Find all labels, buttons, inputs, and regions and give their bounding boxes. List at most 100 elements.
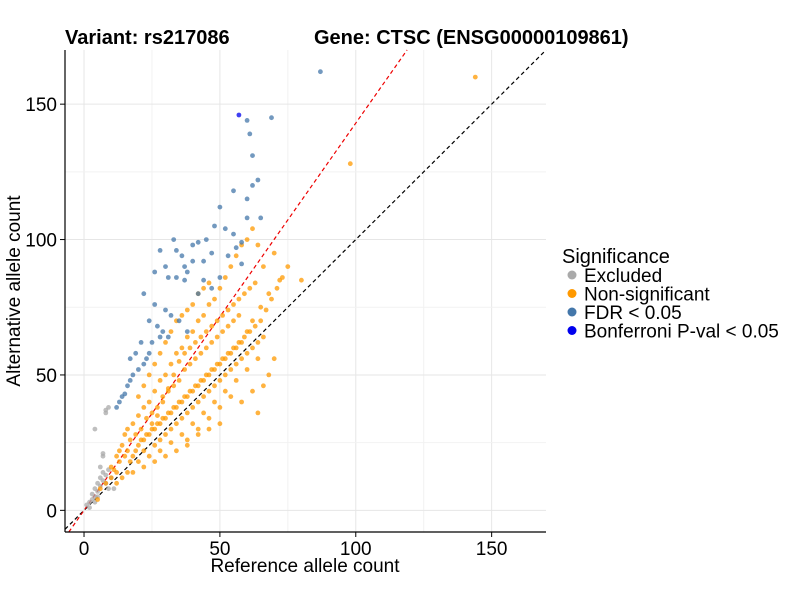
data-point	[198, 334, 204, 340]
data-point	[165, 275, 171, 280]
data-point	[217, 285, 223, 291]
data-point	[144, 432, 149, 437]
data-point	[146, 318, 152, 324]
data-point	[168, 313, 174, 318]
legend-key	[567, 270, 577, 280]
data-point	[127, 356, 133, 362]
data-point	[242, 334, 247, 340]
legend-label: Excluded	[584, 266, 662, 287]
data-point	[206, 426, 212, 432]
data-point	[127, 437, 133, 443]
data-point	[92, 426, 98, 432]
data-point	[155, 323, 160, 329]
data-point	[263, 307, 269, 313]
legend-label: FDR < 0.05	[584, 303, 682, 324]
x-tick-label: 0	[79, 539, 90, 560]
data-point	[157, 378, 163, 383]
data-point	[87, 505, 92, 510]
data-point	[168, 440, 174, 445]
data-point	[220, 356, 226, 362]
data-point	[206, 280, 212, 286]
data-point	[184, 307, 190, 313]
data-point	[252, 323, 258, 329]
data-point	[217, 421, 223, 427]
data-point	[225, 253, 231, 259]
data-point	[184, 329, 190, 334]
data-point	[165, 334, 171, 340]
data-point	[149, 340, 155, 345]
data-point	[269, 115, 274, 121]
data-point	[146, 372, 152, 378]
data-point	[176, 318, 182, 324]
data-point	[146, 399, 152, 405]
data-point	[141, 405, 147, 410]
data-point	[179, 253, 185, 259]
legend-key	[567, 289, 577, 298]
data-point	[117, 459, 122, 464]
data-point	[155, 405, 160, 410]
reference-line-fitted-ratio	[68, 49, 408, 533]
data-point	[217, 204, 223, 210]
data-point	[152, 269, 158, 275]
data-point	[244, 350, 250, 356]
data-point	[138, 437, 144, 443]
data-point	[149, 410, 155, 416]
data-point	[146, 453, 152, 459]
data-point	[250, 388, 255, 394]
x-axis-title: Reference allele count	[210, 556, 400, 577]
data-point	[141, 383, 147, 389]
data-point	[203, 345, 209, 351]
data-point	[231, 231, 236, 237]
data-point	[171, 237, 177, 243]
series-bonferroni-p-val-0-05	[236, 112, 242, 118]
data-point	[133, 350, 139, 356]
data-point	[163, 307, 168, 313]
data-point	[214, 361, 220, 367]
data-point	[255, 340, 261, 345]
data-point	[187, 345, 193, 351]
data-point	[117, 448, 122, 454]
data-point	[212, 223, 217, 229]
data-point	[130, 470, 136, 475]
data-point	[144, 415, 149, 421]
data-point	[160, 415, 166, 421]
data-point	[271, 356, 277, 362]
data-point	[472, 74, 478, 80]
data-point	[160, 329, 166, 334]
data-point	[247, 131, 253, 137]
data-point	[187, 388, 193, 394]
data-point	[206, 388, 212, 394]
data-point	[195, 432, 201, 437]
data-point	[261, 264, 266, 269]
data-point	[242, 291, 247, 297]
legend-key	[567, 326, 577, 335]
data-point	[152, 361, 158, 367]
data-point	[163, 264, 168, 269]
legend-label: Non-significant	[584, 285, 710, 306]
data-point	[141, 448, 147, 454]
data-point	[114, 453, 119, 459]
data-point	[130, 372, 136, 378]
x-tick-label: 150	[476, 539, 508, 560]
data-point	[103, 480, 109, 486]
data-point	[152, 302, 158, 307]
data-point	[171, 383, 177, 389]
data-point	[174, 350, 179, 356]
data-point	[269, 296, 274, 302]
data-point	[174, 421, 179, 427]
data-point	[212, 296, 217, 302]
data-point	[155, 421, 160, 427]
data-point	[184, 269, 190, 275]
data-point	[176, 399, 182, 405]
data-point	[179, 415, 185, 421]
data-point	[250, 226, 255, 232]
y-tick-label: 100	[25, 231, 57, 252]
data-point	[157, 334, 163, 340]
data-point	[222, 372, 228, 378]
data-point	[222, 275, 228, 280]
data-point	[168, 361, 174, 367]
data-point	[114, 480, 119, 486]
data-point	[318, 69, 323, 75]
data-point	[236, 112, 242, 118]
